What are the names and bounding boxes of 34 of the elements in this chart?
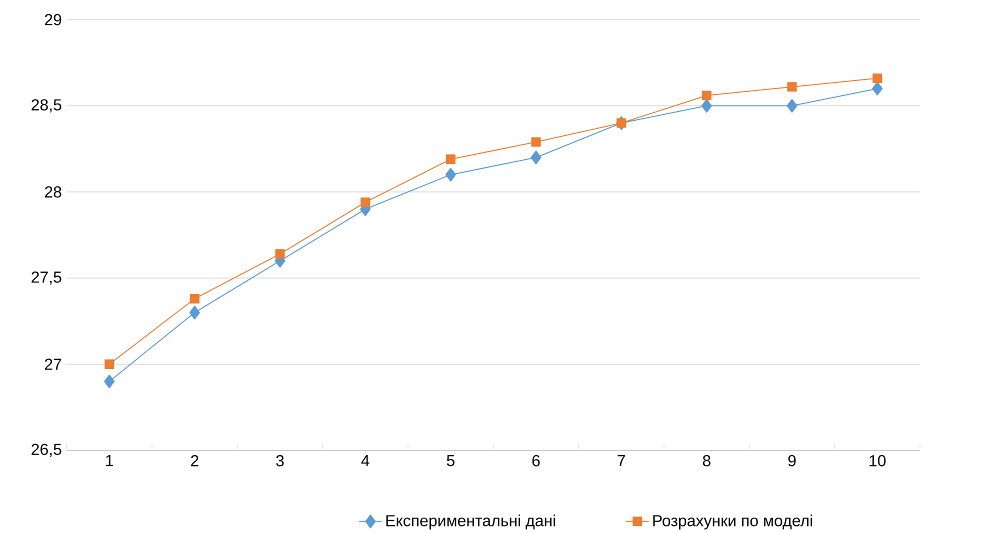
point	[190, 294, 200, 304]
point	[531, 137, 541, 147]
x-tick-label: 1	[106, 455, 114, 466]
point	[786, 98, 798, 113]
y-tick-label: 28	[44, 186, 62, 198]
point	[189, 306, 200, 320]
y-tick-label: 26,5	[32, 444, 62, 457]
x-tick-label: 7	[618, 455, 625, 466]
x-tick-label: 10	[870, 455, 886, 466]
point	[446, 154, 456, 164]
x-tick-label: 8	[702, 455, 710, 466]
point	[872, 73, 882, 84]
legend-label: Розрахунки по моделі	[653, 514, 812, 530]
x-tick-label: 2	[191, 455, 198, 466]
x-tick-label: 6	[532, 455, 540, 466]
point	[787, 82, 797, 92]
y-tick-label: 28,5	[32, 99, 62, 112]
x-tick-label: 5	[446, 455, 454, 466]
y-tick-label: 29	[44, 14, 62, 26]
point	[104, 359, 114, 369]
point	[872, 82, 883, 96]
point	[701, 98, 712, 113]
point	[702, 90, 712, 100]
point	[530, 150, 542, 164]
x-tick-label: 9	[788, 455, 796, 466]
point	[104, 374, 115, 388]
point	[275, 249, 285, 259]
y-tick-label: 27,5	[32, 271, 62, 285]
x-tick-label: 3	[276, 455, 284, 466]
point	[445, 168, 456, 182]
x-tick-label: 4	[361, 455, 370, 466]
y-tick-label: 27	[44, 358, 62, 370]
legend-label: Експериментальні дані	[386, 514, 556, 530]
point	[360, 198, 370, 208]
